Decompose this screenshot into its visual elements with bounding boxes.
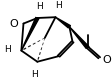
Polygon shape <box>21 18 39 51</box>
Text: H: H <box>36 2 43 11</box>
Text: O: O <box>10 19 18 29</box>
Text: H: H <box>31 70 38 79</box>
Polygon shape <box>55 17 71 28</box>
Text: O: O <box>102 55 111 65</box>
Text: H: H <box>55 1 62 10</box>
Polygon shape <box>69 27 89 48</box>
Text: H: H <box>4 45 11 54</box>
